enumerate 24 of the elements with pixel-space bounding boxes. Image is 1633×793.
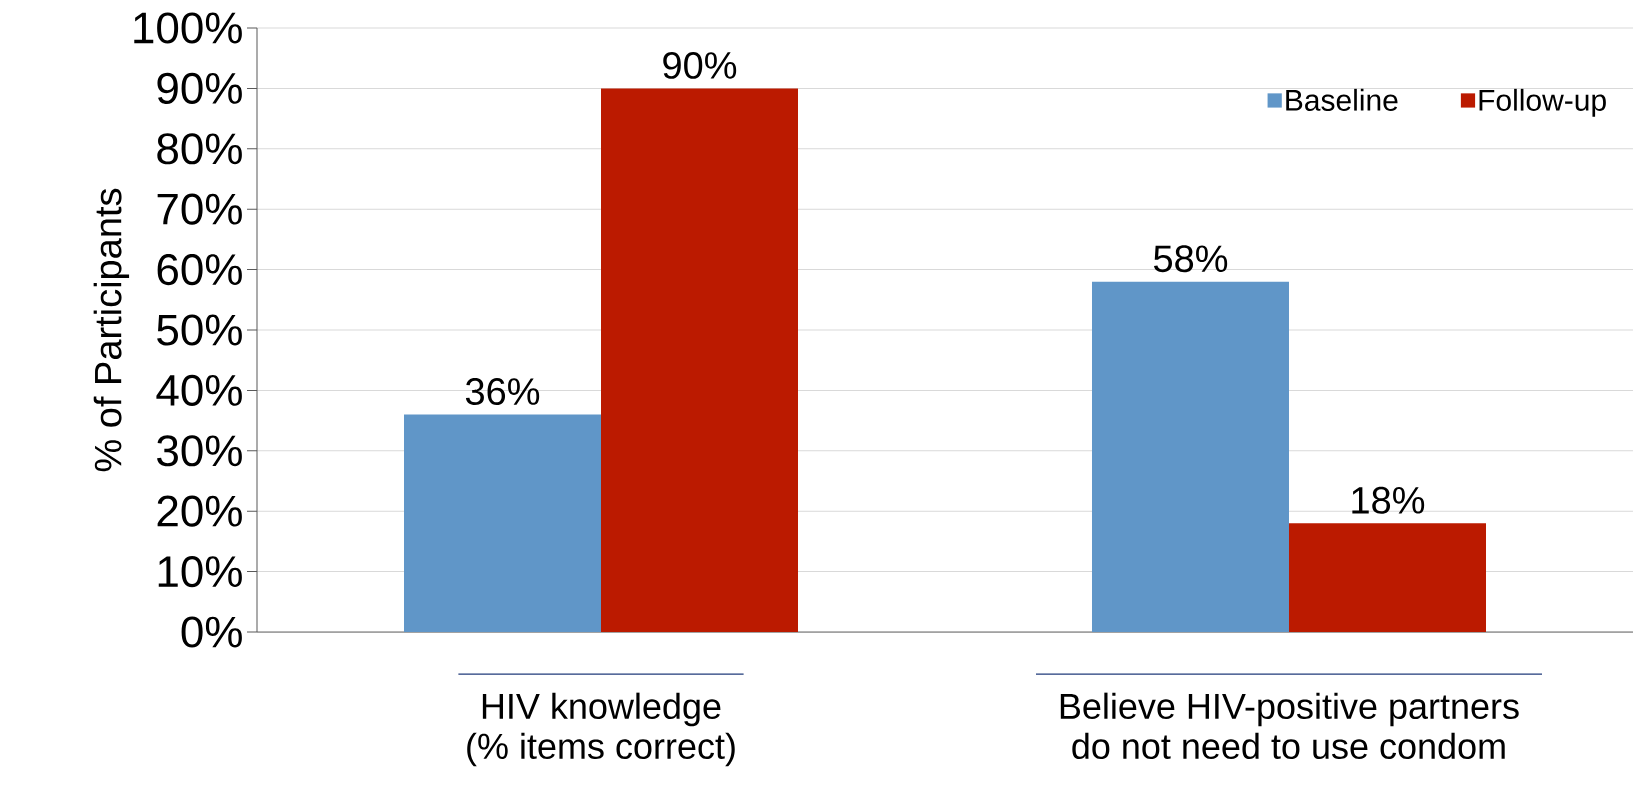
y-tick-label: 20% bbox=[157, 495, 242, 527]
y-tick-label: 50% bbox=[157, 314, 242, 346]
bar bbox=[1288, 523, 1486, 632]
data-label: 18% bbox=[1352, 486, 1425, 514]
bar bbox=[601, 88, 798, 632]
y-tick-label: 10% bbox=[158, 556, 242, 588]
x-tick-label: HIV knowledge (% items correct) bbox=[467, 692, 735, 767]
y-tick-label: 90% bbox=[157, 72, 242, 104]
y-tick-label: 60% bbox=[157, 254, 242, 286]
data-label: 90% bbox=[663, 51, 737, 79]
y-tick-label: 80% bbox=[157, 133, 242, 165]
y-tick-label: 70% bbox=[157, 193, 242, 225]
y-axis-title: % of Participants bbox=[93, 188, 130, 472]
legend-label: Follow-up bbox=[1479, 88, 1606, 117]
bar bbox=[1091, 281, 1289, 632]
y-tick-label: 100% bbox=[134, 12, 242, 44]
data-label: 36% bbox=[465, 378, 540, 406]
bar bbox=[404, 414, 601, 632]
data-label: 58% bbox=[1153, 245, 1228, 273]
y-tick-label: 30% bbox=[157, 435, 242, 467]
legend-label: Baseline bbox=[1286, 88, 1398, 111]
y-tick-label: 40% bbox=[156, 374, 242, 406]
x-tick-label: Believe HIV-positive partners do not need to use condom bbox=[1060, 692, 1519, 760]
y-tick-label: 0% bbox=[181, 616, 242, 648]
